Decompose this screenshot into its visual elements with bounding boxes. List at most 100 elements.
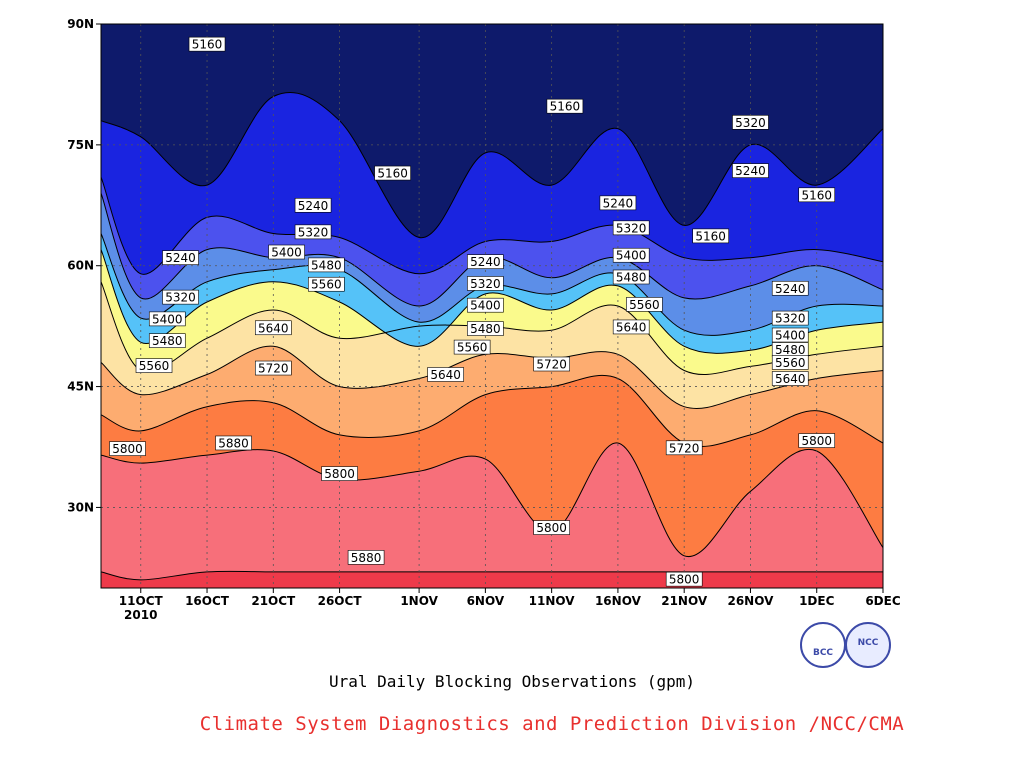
contour-label-text: 5160 xyxy=(695,229,726,243)
x-tick-label: 6DEC xyxy=(865,594,901,608)
contour-label: 5800 xyxy=(798,433,836,448)
contour-label-box xyxy=(467,321,504,336)
contour-label: 5560 xyxy=(135,358,173,373)
contour-label-text: 5240 xyxy=(165,251,196,265)
contour-label-box xyxy=(771,355,809,370)
contour-label: 5240 xyxy=(467,254,504,269)
ncc-logo-text: NCC xyxy=(857,638,879,648)
contour-label-text: 5400 xyxy=(775,329,806,343)
contour-label: 5560 xyxy=(453,339,491,355)
contour-label: 5400 xyxy=(268,244,305,260)
contour-label-box xyxy=(109,441,146,456)
contour-label: 5320 xyxy=(771,310,809,326)
contour-label-text: 5400 xyxy=(271,246,302,260)
contour-label-box xyxy=(162,289,199,305)
contour-label: 5880 xyxy=(347,550,385,565)
contour-label: 5720 xyxy=(665,440,703,455)
bcc-logo-text: BCC xyxy=(812,648,834,658)
contour-label-box xyxy=(612,220,650,236)
contour-label-box xyxy=(308,257,345,273)
contour-label-box xyxy=(268,244,305,260)
contour-label-box xyxy=(467,276,504,291)
contour-label-box xyxy=(467,297,504,313)
contour-label-text: 5560 xyxy=(457,341,488,355)
contour-label: 5160 xyxy=(374,165,411,181)
credit-line: Climate System Diagnostics and Predictio… xyxy=(199,713,905,735)
contour-label: 5640 xyxy=(612,319,650,335)
contour-label-box xyxy=(255,360,292,376)
contour-label-box xyxy=(599,195,637,211)
contour-label: 5480 xyxy=(612,269,650,285)
isoline-5720 xyxy=(100,374,884,447)
contour-label-box xyxy=(612,269,650,285)
contour-label-box xyxy=(612,319,650,335)
x-tick-label: 11NOV xyxy=(529,594,576,608)
contour-label-text: 5400 xyxy=(152,312,183,326)
contour-label-box xyxy=(148,333,186,348)
contour-label-text: 5640 xyxy=(775,372,806,386)
contour-label-text: 5160 xyxy=(377,167,408,181)
contour-label-box xyxy=(732,114,769,130)
contour-label-text: 5240 xyxy=(735,164,766,178)
contour-label-text: 5480 xyxy=(311,258,342,272)
x-tick-label: 11OCT xyxy=(119,594,164,608)
x-tick-label: 6NOV xyxy=(467,594,505,608)
contour-label: 5400 xyxy=(612,247,650,263)
contour-label-text: 5800 xyxy=(801,434,832,448)
contour-label-box xyxy=(732,163,769,178)
contour-label-text: 5880 xyxy=(218,436,249,450)
contour-label-box xyxy=(453,339,491,355)
contour-label: 5800 xyxy=(665,571,703,587)
contour-label-text: 5560 xyxy=(139,359,170,373)
plot-frame xyxy=(100,23,884,589)
contour-label-text: 5160 xyxy=(192,38,223,52)
contour-label-box xyxy=(321,466,358,481)
x-tick-label: 1NOV xyxy=(400,594,438,608)
contour-label: 5320 xyxy=(612,220,650,236)
contour-label: 5800 xyxy=(321,466,358,481)
y-tick-label: 45N xyxy=(67,380,94,394)
contour-label: 5160 xyxy=(692,228,729,244)
axis-ticks: 11OCT 16OCT 21OCT 26OCT 1NOV 6NOV 11NOV 16NOV 21… xyxy=(67,17,901,622)
contour-label: 5240 xyxy=(732,163,769,178)
contour-label-box xyxy=(771,280,809,296)
contour-label-box xyxy=(692,228,729,244)
contour-label-text: 5560 xyxy=(311,278,342,292)
contour-label-box xyxy=(215,435,252,451)
contour-label-text: 5800 xyxy=(669,573,700,587)
contour-label-text: 5720 xyxy=(669,441,700,455)
x-tick-label: 26NOV xyxy=(727,594,774,608)
contour-label-text: 5640 xyxy=(430,368,461,382)
contour-label-text: 5320 xyxy=(775,312,806,326)
bcc-logo: BCC xyxy=(800,622,846,668)
x-tick-label: 16OCT xyxy=(185,594,230,608)
contour-label: 5640 xyxy=(255,320,292,336)
contour-label-box xyxy=(294,224,332,240)
contour-label: 5240 xyxy=(599,195,637,211)
contour-label-box xyxy=(771,371,809,386)
contour-label-box xyxy=(294,197,332,213)
contour-label-text: 5800 xyxy=(324,467,355,481)
contour-label-box xyxy=(612,247,650,263)
contour-label-text: 5720 xyxy=(258,362,289,376)
contour-label: 5480 xyxy=(771,342,809,357)
x-tick-label: 21NOV xyxy=(661,594,708,608)
contour-label: 5800 xyxy=(533,520,570,535)
band-5160 xyxy=(101,24,883,238)
contour-label: 5720 xyxy=(533,356,570,372)
contour-label-box xyxy=(255,320,292,336)
contour-label-box xyxy=(546,98,584,114)
contour-label-text: 5160 xyxy=(550,100,581,114)
contour-label-text: 5320 xyxy=(470,277,501,291)
contour-label: 5640 xyxy=(427,367,464,382)
contour-label-box xyxy=(162,250,199,265)
contour-label: 5160 xyxy=(188,36,226,52)
contour-label-box xyxy=(188,36,226,52)
contour-label: 5480 xyxy=(308,257,345,273)
x-tick-label: 21OCT xyxy=(251,594,296,608)
contour-label-text: 5720 xyxy=(536,358,567,372)
contour-label-text: 5640 xyxy=(258,321,289,335)
contour-label-box xyxy=(798,187,836,203)
contour-label-box xyxy=(665,571,703,587)
contour-label-text: 5480 xyxy=(470,322,501,336)
